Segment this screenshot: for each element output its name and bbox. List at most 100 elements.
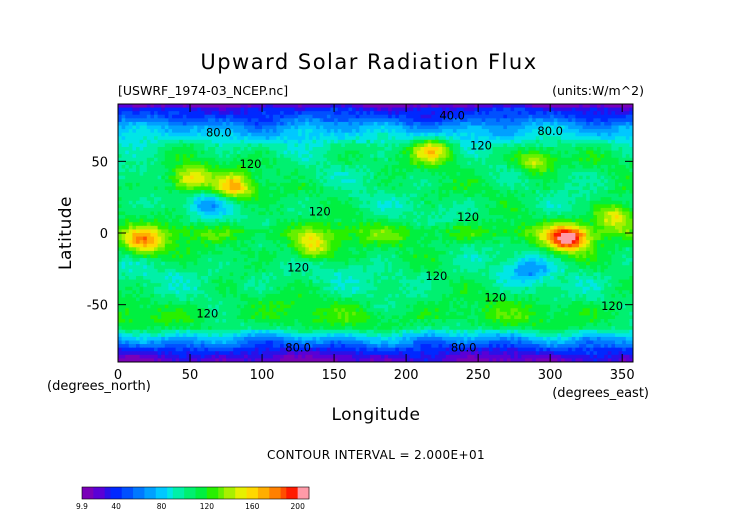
field-cell — [424, 147, 429, 152]
field-cell — [604, 190, 609, 195]
field-cell — [290, 211, 296, 216]
field-cell — [514, 193, 519, 198]
field-cell — [506, 179, 512, 184]
field-cell — [240, 118, 245, 123]
field-cell — [366, 136, 371, 141]
field-cell — [575, 207, 580, 213]
field-cell — [463, 186, 468, 191]
field-cell — [118, 193, 123, 198]
field-cell — [485, 186, 490, 191]
field-cell — [164, 193, 170, 198]
field-cell — [463, 107, 468, 112]
field-cell — [542, 207, 548, 213]
field-cell — [319, 211, 324, 216]
field-cell — [557, 157, 562, 162]
field-cell — [294, 129, 299, 134]
field-cell — [308, 193, 314, 198]
field-cell — [298, 211, 303, 216]
field-cell — [118, 154, 123, 159]
field-cell — [215, 179, 220, 184]
field-cell — [136, 157, 141, 162]
field-cell — [236, 218, 242, 223]
field-cell — [539, 218, 544, 223]
field-cell — [406, 204, 411, 209]
field-cell — [582, 161, 587, 166]
field-cell — [431, 143, 436, 148]
field-cell — [258, 190, 263, 195]
field-cell — [305, 218, 310, 223]
field-cell — [222, 125, 227, 130]
field-cell — [334, 161, 339, 166]
field-cell — [578, 104, 584, 109]
field-cell — [305, 136, 310, 141]
field-cell — [222, 157, 227, 162]
field-cell — [438, 211, 443, 216]
field-cell — [308, 150, 314, 155]
field-cell — [125, 125, 130, 130]
field-cell — [578, 139, 584, 145]
field-cell — [233, 190, 238, 195]
field-cell — [334, 218, 339, 223]
field-cell — [625, 175, 630, 180]
field-cell — [409, 132, 414, 137]
field-cell — [218, 125, 224, 130]
field-cell — [575, 225, 580, 231]
field-cell — [287, 193, 292, 198]
field-cell — [596, 168, 602, 173]
field-cell — [614, 172, 620, 177]
field-cell — [424, 157, 429, 162]
field-cell — [168, 204, 173, 209]
field-cell — [334, 225, 339, 231]
field-cell — [391, 114, 396, 119]
field-cell — [251, 139, 256, 145]
field-cell — [611, 157, 616, 162]
field-cell — [445, 215, 450, 220]
field-cell — [384, 190, 389, 195]
field-cell — [510, 218, 515, 223]
field-cell — [355, 197, 360, 202]
field-cell — [226, 157, 231, 162]
field-cell — [128, 161, 133, 166]
field-cell — [355, 125, 360, 130]
field-cell — [229, 222, 234, 227]
field-cell — [593, 182, 598, 188]
field-cell — [179, 197, 184, 202]
field-cell — [222, 107, 227, 112]
field-cell — [481, 190, 486, 195]
field-cell — [200, 207, 206, 213]
field-cell — [460, 190, 465, 195]
field-cell — [625, 190, 630, 195]
field-cell — [154, 197, 159, 202]
field-cell — [560, 161, 566, 166]
field-cell — [539, 104, 544, 109]
field-cell — [391, 107, 396, 112]
field-cell — [190, 139, 195, 145]
field-cell — [625, 107, 630, 112]
field-cell — [438, 179, 443, 184]
field-cell — [460, 186, 465, 191]
field-cell — [258, 107, 263, 112]
field-cell — [593, 147, 598, 152]
field-cell — [175, 190, 180, 195]
field-cell — [571, 125, 576, 130]
field-cell — [614, 200, 620, 205]
field-cell — [254, 136, 260, 141]
field-cell — [481, 157, 486, 162]
field-cell — [301, 114, 306, 119]
field-cell — [222, 197, 227, 202]
field-cell — [535, 218, 540, 223]
field-cell — [359, 215, 364, 220]
field-cell — [139, 197, 144, 202]
field-cell — [341, 129, 346, 134]
field-cell — [190, 168, 195, 173]
field-cell — [330, 175, 335, 180]
field-cell — [539, 129, 544, 134]
field-cell — [186, 107, 191, 112]
field-cell — [308, 129, 314, 134]
field-cell — [197, 225, 202, 231]
field-cell — [352, 150, 357, 155]
field-cell — [352, 161, 357, 166]
field-cell — [629, 204, 633, 209]
field-cell — [524, 225, 530, 231]
field-cell — [391, 118, 396, 123]
